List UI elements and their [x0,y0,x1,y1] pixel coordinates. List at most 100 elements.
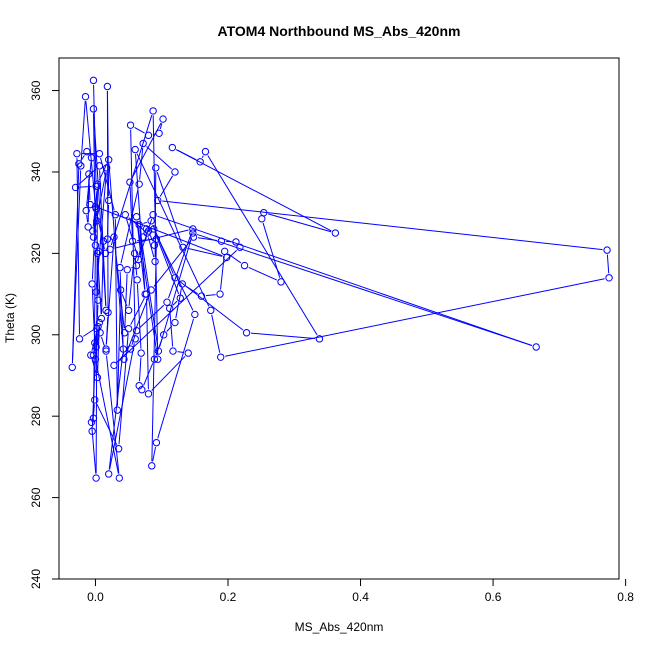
data-point [103,164,111,172]
series-segment [125,294,150,356]
data-point [114,445,123,453]
data-point [132,261,141,270]
data-point [139,233,147,241]
series-segment [116,294,122,406]
data-point [159,115,167,123]
data-point [92,204,100,213]
x-tick-label: 0.8 [617,590,634,604]
series-segment [196,233,533,347]
data-point [165,304,174,313]
data-point [121,211,129,219]
y-tick-label: 360 [29,80,43,100]
series-segment [205,294,216,297]
series-segment [137,241,143,262]
data-point [95,149,104,158]
y-tick-label: 240 [29,569,43,589]
data-point [155,129,163,138]
x-tick-label: 0.6 [485,590,502,604]
series-segment [130,297,145,325]
chart-title: ATOM4 Northbound MS_Abs_420nm [218,23,461,39]
data-point [91,241,100,249]
data-point [131,335,139,343]
data-point [103,82,112,91]
series-segment [207,155,318,336]
data-point [102,306,110,315]
series-segment [176,149,332,232]
series-segment [178,280,244,331]
data-point [93,182,102,190]
data-point [89,105,98,113]
data-point [116,263,124,272]
data-point [89,76,98,85]
series-segment [101,245,104,315]
series-segment [136,153,210,307]
series-segment [96,403,118,445]
data-point [154,347,163,355]
data-point [171,274,179,282]
data-point [87,351,95,359]
series-segment [97,257,102,315]
data-point [102,347,110,355]
data-point [189,233,198,241]
data-point [75,335,84,343]
data-point [144,131,153,140]
data-point [603,246,611,254]
data-point [68,363,76,372]
series-segment [156,171,182,244]
data-point [92,343,100,351]
data-point [95,162,104,170]
data-point [242,329,251,337]
data-point [178,280,186,288]
data-point [102,345,110,353]
data-point [150,241,159,249]
series-segment [86,162,92,207]
data-point [124,306,133,315]
data-point [179,243,187,251]
series-segment [187,247,223,257]
series-segment [80,101,86,162]
data-point [217,353,225,361]
y-tick-label: 260 [29,487,43,507]
data-point [138,386,146,394]
series-segment [157,215,533,346]
data-point [81,92,90,101]
data-point [126,121,135,129]
y-axis-label: Theta (K) [3,293,17,343]
data-point [91,396,99,404]
data-point [97,314,106,323]
series-segment [126,218,138,256]
data-point [104,308,112,317]
data-point [88,427,96,435]
series-segment [139,147,144,180]
y-tick-label: 300 [29,324,43,344]
series-segment [136,221,158,355]
data-point [75,160,83,168]
series-segment [105,241,115,345]
data-point [142,225,151,233]
data-point [139,139,147,148]
data-point [131,145,139,154]
data-point [92,474,100,482]
data-point [169,347,177,355]
data-point [92,288,100,296]
data-point [144,227,153,235]
series-segment [136,284,142,349]
data-point [217,237,226,245]
series-segment [152,224,174,274]
x-tick-label: 0.0 [87,590,104,604]
series-segment [106,355,120,474]
data-point [93,373,102,382]
data-point [130,249,139,258]
data-point [149,211,157,219]
data-point [128,237,137,245]
data-point [120,355,128,363]
data-point [168,143,177,152]
data-point [91,355,100,363]
data-point [216,290,224,298]
series-segment [211,314,221,353]
series-segment [86,215,89,223]
series-segment [95,363,119,474]
data-point [152,164,160,172]
data-point [315,335,324,343]
